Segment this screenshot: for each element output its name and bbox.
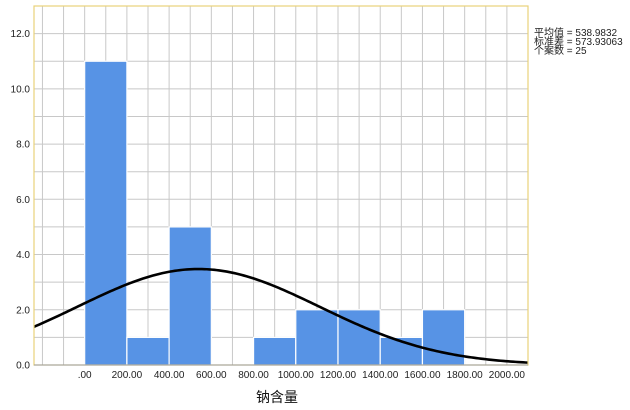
x-axis-title: 钠含量 <box>256 390 298 406</box>
histogram-bar <box>126 336 170 366</box>
histogram-bar <box>379 336 424 366</box>
x-tick-label: 600.00 <box>196 370 227 381</box>
x-tick-label: 1800.00 <box>447 370 484 381</box>
histogram-bar <box>295 309 339 366</box>
x-tick-label: 200.00 <box>112 370 143 381</box>
axis-layer <box>33 5 529 366</box>
x-tick-label: 2000.00 <box>489 370 526 381</box>
y-tick-label: 12.0 <box>11 29 31 40</box>
histogram-bar <box>421 309 466 366</box>
x-tick-label: 800.00 <box>238 370 269 381</box>
stats-line: 个案数 = 25 <box>534 44 587 57</box>
y-tick-label: 8.0 <box>16 140 30 151</box>
stats-line: 平均值 = 538.9832 <box>534 26 618 39</box>
histogram-bar <box>84 60 128 366</box>
x-tick-label: 400.00 <box>154 370 185 381</box>
histogram-bar <box>168 226 212 366</box>
normal-curve <box>33 267 529 364</box>
tick-labels: .00 200.00 400.00 600.00 800.00 1000.00 1200.0… <box>11 29 526 381</box>
x-tick-label: 1000.00 <box>278 370 315 381</box>
histogram-bar <box>252 336 297 366</box>
stats-line: 标准差 = 573.93063 <box>534 35 623 48</box>
curve-layer <box>33 267 529 364</box>
y-tick-label: 2.0 <box>16 305 30 316</box>
x-tick-label: .00 <box>78 370 92 381</box>
y-tick-label: 0.0 <box>16 361 30 372</box>
x-tick-label: 1400.00 <box>362 370 399 381</box>
y-tick-label: 4.0 <box>16 250 30 261</box>
y-tick-label: 10.0 <box>11 84 31 95</box>
x-tick-label: 1200.00 <box>320 370 357 381</box>
y-tick-label: 6.0 <box>16 195 30 206</box>
x-tick-label: 1600.00 <box>404 370 441 381</box>
